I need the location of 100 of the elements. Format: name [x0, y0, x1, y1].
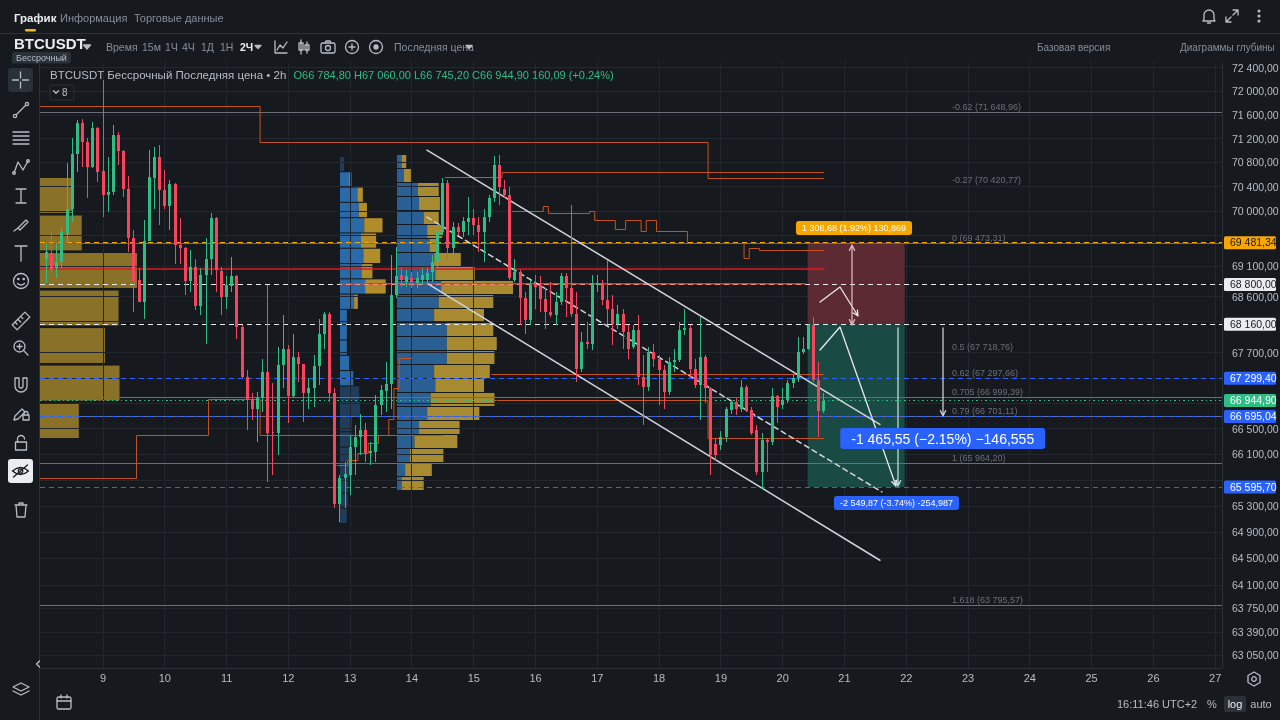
- annotation: O66 784,80 H67 060,00 L66 745,20 C66 944,90 160,09 (+0.24%): [293, 69, 614, 81]
- y-tick-label: 71 200,00: [1232, 132, 1279, 145]
- ref-line-label: -0.62 (71 648,96): [952, 101, 1022, 112]
- bar: [40, 328, 105, 363]
- candlestick: [694, 358, 697, 389]
- candlestick: [122, 149, 125, 198]
- candlestick: [431, 254, 434, 283]
- candlestick: [168, 179, 171, 231]
- candlestick: [534, 274, 537, 310]
- candlestick: [158, 144, 161, 226]
- candlestick: [601, 279, 604, 306]
- y-tick-label: 65 300,00: [1232, 499, 1279, 512]
- candlestick: [647, 346, 650, 392]
- y-tick-label: 70 000,00: [1232, 204, 1279, 217]
- candlestick: [71, 137, 74, 223]
- text: Время: [106, 41, 138, 53]
- candlestick: [405, 269, 408, 288]
- candlestick: [395, 246, 398, 299]
- candlestick: [235, 274, 238, 340]
- candlestick: [596, 274, 599, 293]
- candlestick: [524, 291, 527, 335]
- text: График: [14, 12, 57, 24]
- text: 1Н: [220, 41, 234, 53]
- candlestick: [184, 246, 187, 296]
- candlestick: [138, 267, 141, 303]
- candlestick: [498, 154, 501, 206]
- x-tick-label: 16: [529, 672, 542, 684]
- candlestick: [792, 373, 795, 389]
- x-tick-label: 10: [158, 672, 171, 684]
- ref-line-label: 0.705 (66 999,39): [952, 386, 1024, 397]
- text: Информация: [60, 12, 128, 24]
- candlestick: [817, 361, 820, 438]
- candlestick: [369, 441, 372, 466]
- candlestick: [462, 216, 465, 238]
- candlestick: [107, 156, 110, 213]
- y-tick-label: 67 700,00: [1232, 346, 1279, 359]
- annotation: Бессрочный: [16, 52, 67, 63]
- text: Диаграммы глубины: [1180, 42, 1275, 53]
- candlestick: [266, 284, 269, 483]
- y-tick-label: 71 600,00: [1232, 108, 1279, 121]
- candlestick: [616, 304, 619, 330]
- text: 16:11:46 UTC+2: [1117, 698, 1198, 710]
- bar: [40, 403, 79, 438]
- ref-line-label: 0.79 (66 701,11): [952, 405, 1018, 416]
- y-tick-label: 70 800,00: [1232, 156, 1279, 169]
- candlestick: [637, 314, 640, 386]
- candlestick: [215, 216, 218, 293]
- candlestick: [179, 217, 182, 265]
- candlestick: [642, 354, 645, 426]
- candlestick: [174, 182, 177, 265]
- candlestick: [292, 333, 295, 399]
- candlestick: [199, 267, 202, 316]
- candlestick: [709, 386, 712, 476]
- candlestick: [472, 208, 475, 236]
- candlestick: [436, 226, 439, 269]
- candlestick: [622, 308, 625, 350]
- candlestick: [519, 269, 522, 326]
- candlestick: [606, 259, 609, 325]
- candlestick: [50, 231, 53, 273]
- y-tick-label: 68 600,00: [1232, 290, 1279, 303]
- annotation: 0.62 (67 297,66): [952, 367, 1019, 378]
- chart-title: BTCUSDT: [14, 35, 86, 52]
- candlestick: [256, 391, 259, 443]
- candlestick: [529, 279, 532, 326]
- candlestick: [210, 212, 213, 276]
- candlestick: [132, 229, 135, 313]
- ref-line-label: 1 (65 964,20): [952, 452, 1006, 463]
- candlestick: [683, 308, 686, 336]
- text: auto: [1250, 698, 1272, 710]
- text: 1Д: [201, 41, 214, 53]
- y-tick-label: 63 050,00: [1232, 648, 1279, 661]
- candlestick: [45, 242, 48, 284]
- candlestick: [287, 344, 290, 424]
- candlestick: [163, 169, 166, 210]
- y-tick-label: 63 390,00: [1232, 626, 1279, 639]
- candlestick: [297, 351, 300, 383]
- candlestick: [493, 155, 496, 203]
- candlestick: [689, 324, 692, 379]
- candlestick: [457, 222, 460, 236]
- x-tick-label: 22: [900, 672, 913, 684]
- bar: [340, 172, 350, 187]
- y-tick-label: 66 500,00: [1232, 422, 1279, 435]
- candlestick: [632, 324, 635, 350]
- candlestick: [503, 179, 506, 199]
- x-tick-label: 26: [1147, 672, 1160, 684]
- candlestick: [658, 354, 661, 406]
- y-tick-label: 64 100,00: [1232, 578, 1279, 591]
- candlestick: [271, 382, 274, 476]
- candlestick: [586, 321, 589, 350]
- candlestick: [81, 118, 84, 168]
- candlestick: [611, 294, 614, 346]
- candlestick: [544, 287, 547, 330]
- bar: [40, 365, 120, 401]
- candlestick: [60, 227, 63, 269]
- annotation: -2 549,87 (-3.74%) -254,987: [839, 498, 954, 509]
- candlestick: [416, 271, 419, 289]
- candlestick: [112, 124, 115, 196]
- y-tick-label: 72 400,00: [1232, 61, 1279, 74]
- candlestick: [76, 119, 79, 173]
- y-tick-label: 66 100,00: [1232, 448, 1279, 461]
